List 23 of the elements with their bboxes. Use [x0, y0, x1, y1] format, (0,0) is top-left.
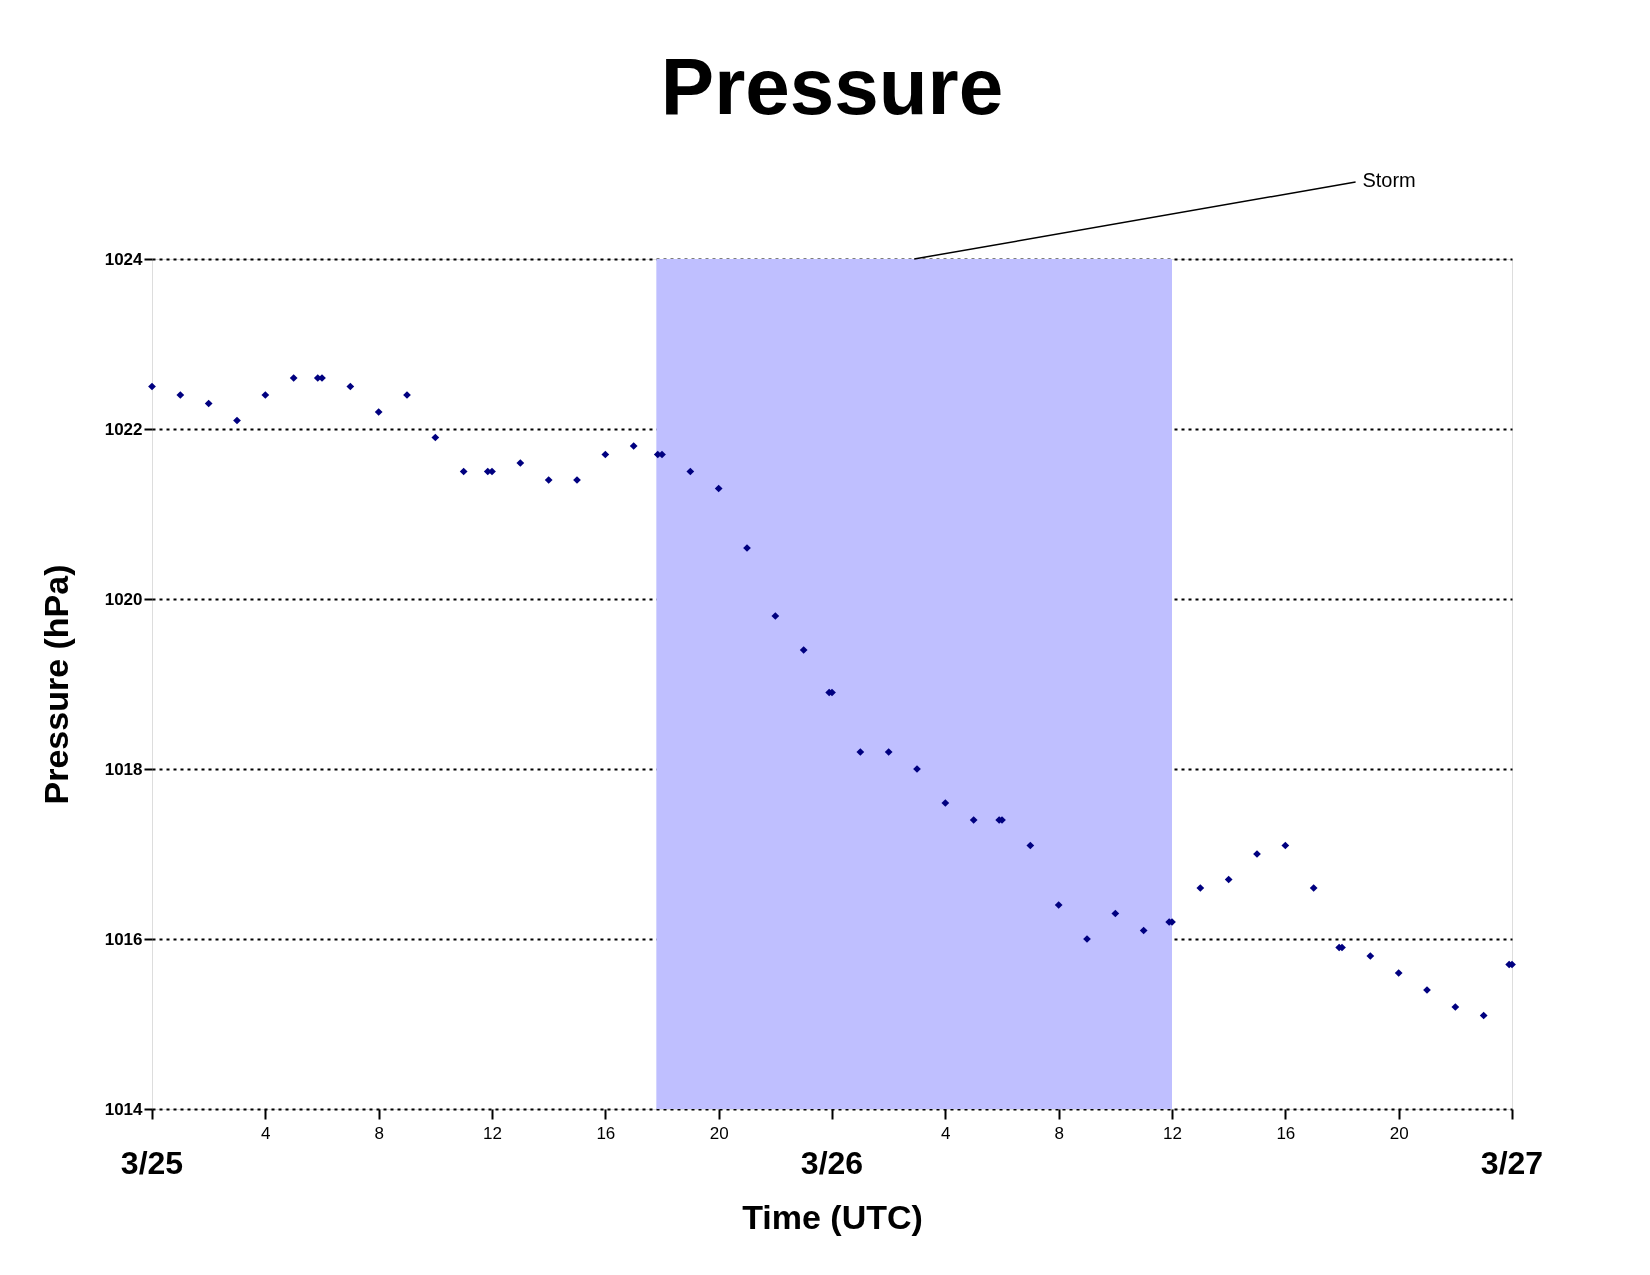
- y-tick-label: 1018: [104, 759, 143, 779]
- x-tick-label: 8: [374, 1123, 384, 1143]
- x-tick-label: 20: [1389, 1123, 1409, 1143]
- y-tick-label: 1022: [104, 419, 143, 439]
- x-tick-label: 16: [596, 1123, 616, 1143]
- x-tick-label: 16: [1276, 1123, 1296, 1143]
- text: 3/27: [1480, 1145, 1544, 1181]
- x-tick-label: 4: [261, 1123, 271, 1143]
- y-tick-label: 1016: [104, 929, 143, 949]
- x-axis-title: Time (UTC): [742, 1197, 923, 1236]
- y-tick-label: 1020: [104, 589, 143, 609]
- x-tick-label: 12: [1163, 1123, 1182, 1143]
- x-tick-label: 4: [941, 1123, 951, 1143]
- chart-title: Pressure: [660, 42, 1004, 131]
- y-tick-label: 1024: [104, 249, 144, 269]
- text: 3/26: [800, 1145, 864, 1181]
- x-tick-label: 12: [483, 1123, 502, 1143]
- x-tick-label: 8: [1054, 1123, 1064, 1143]
- x-tick-label: 20: [709, 1123, 729, 1143]
- text: 3/25: [120, 1145, 184, 1181]
- band-label: Storm: [1362, 169, 1416, 191]
- y-axis-title: Pressure (hPa): [36, 564, 75, 805]
- y-tick-label: 1014: [104, 1099, 144, 1119]
